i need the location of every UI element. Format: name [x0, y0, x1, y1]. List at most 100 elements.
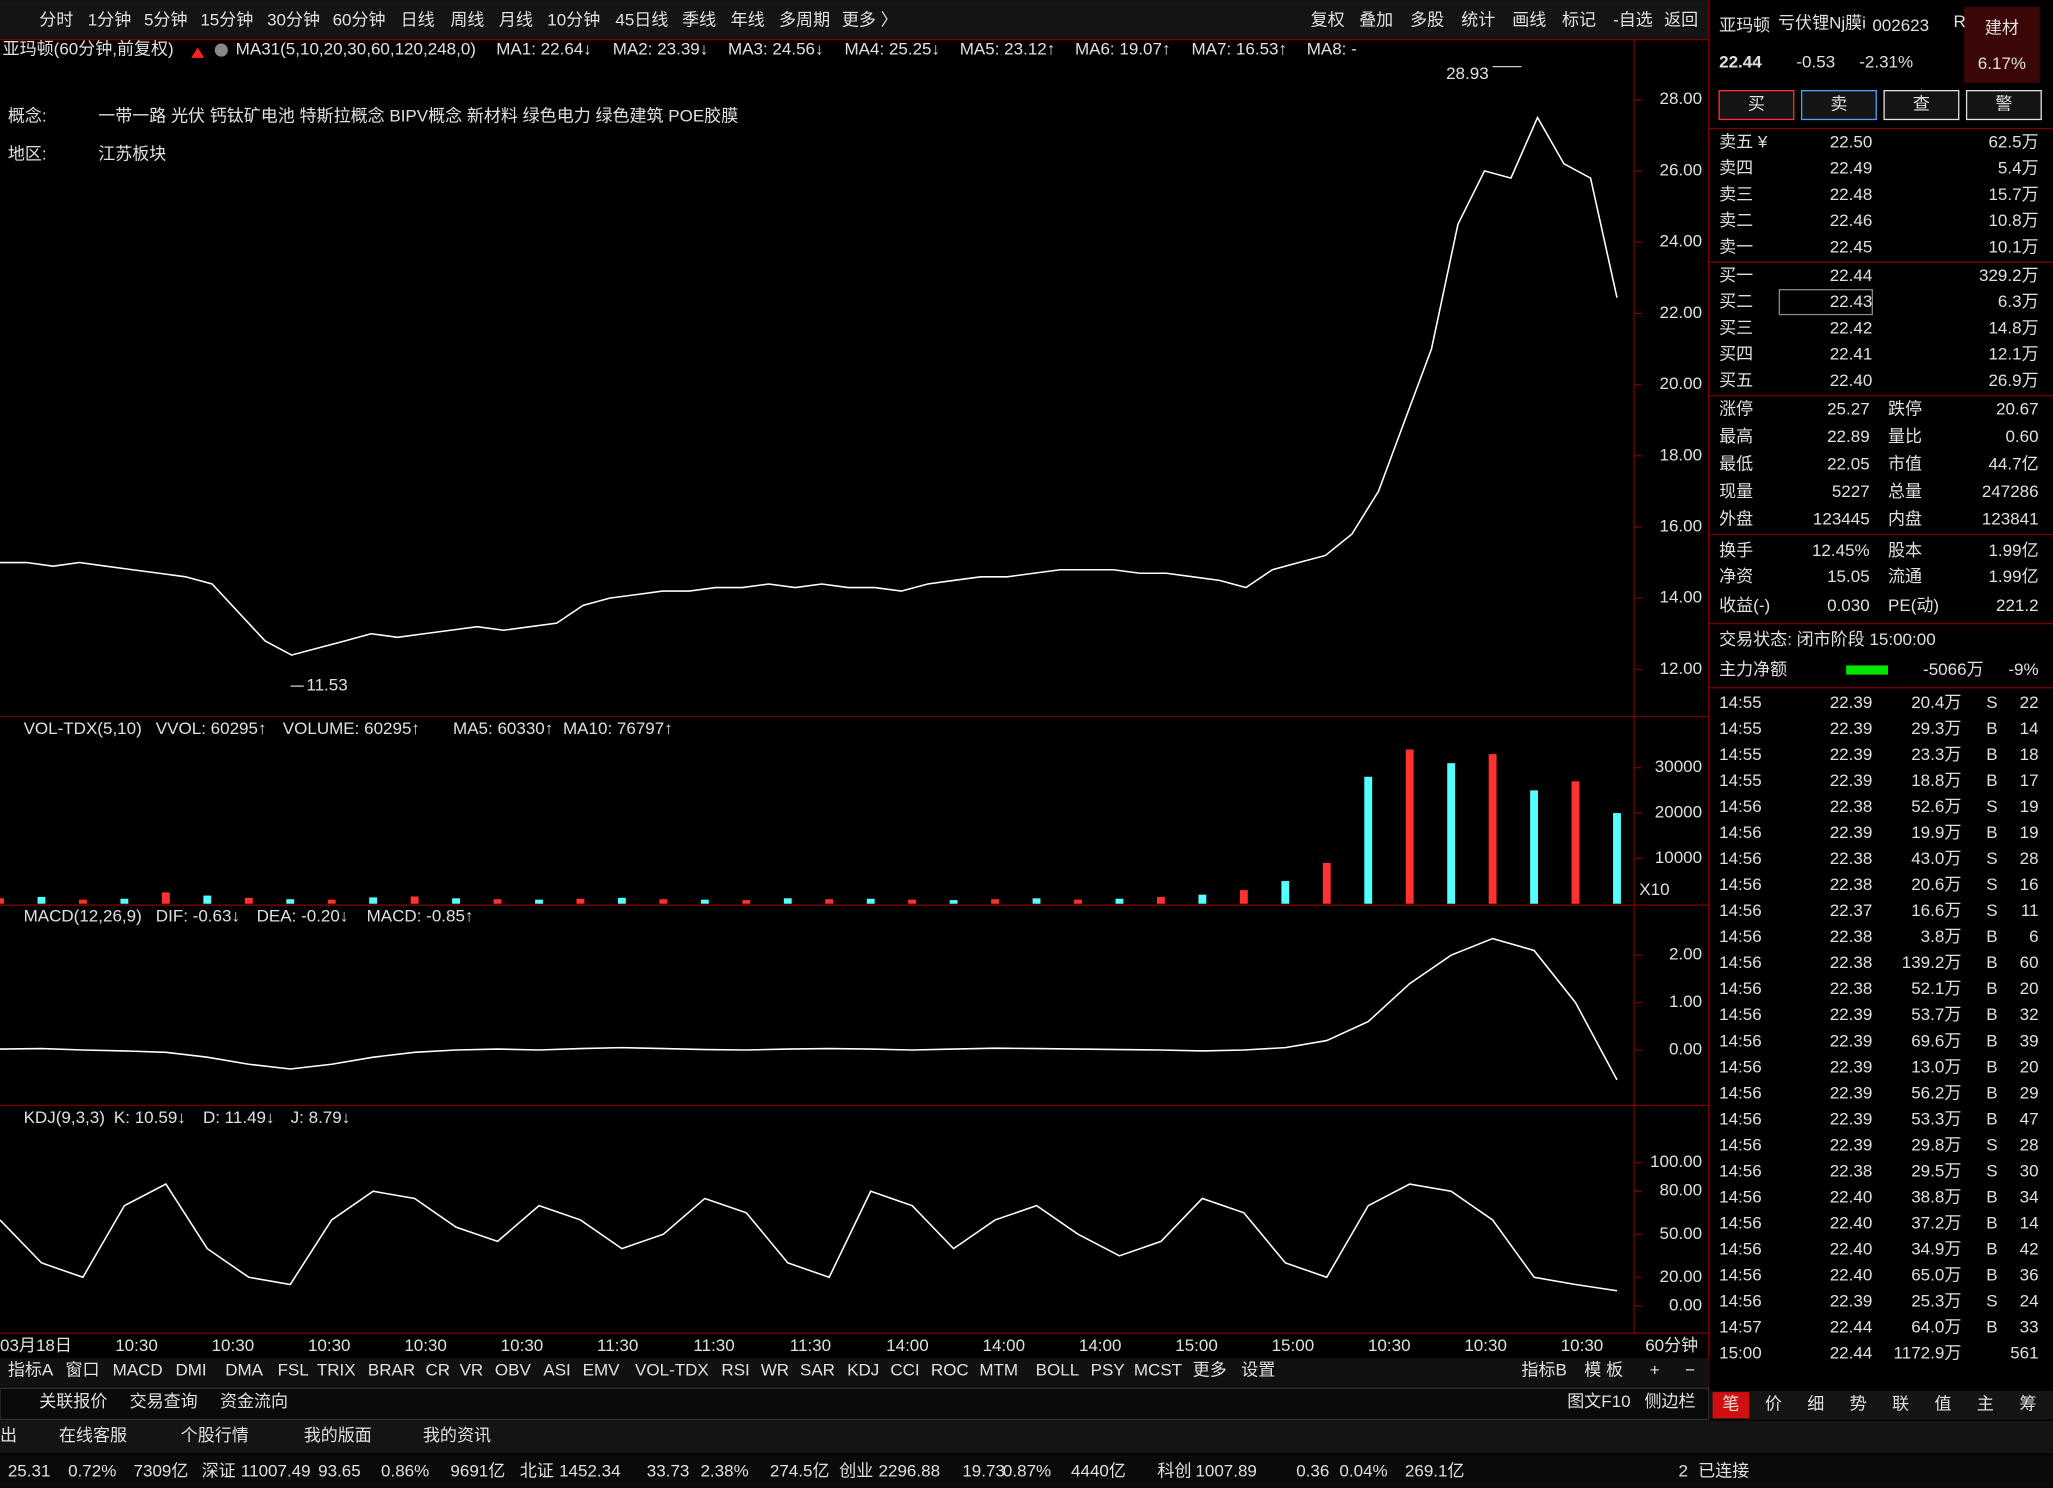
side-tab[interactable]: 筹: [2019, 1395, 2036, 1414]
volume-bar: [1447, 763, 1456, 904]
toolbar-action[interactable]: 多股: [1410, 11, 1444, 30]
indicator-tab[interactable]: 指标B: [1521, 1361, 1566, 1380]
bar-link[interactable]: 交易查询: [130, 1392, 198, 1411]
trade-button[interactable]: [1883, 89, 1960, 121]
service-link[interactable]: 我的资讯: [423, 1426, 491, 1445]
indicator-tab[interactable]: KDJ: [847, 1361, 879, 1380]
x-tick-label: 10:30: [212, 1336, 255, 1355]
dif-line: [0, 937, 1618, 1081]
indicator-tab[interactable]: DMA: [225, 1361, 263, 1380]
toolbar-action[interactable]: -自选: [1613, 11, 1653, 30]
indicator-tab[interactable]: PSY: [1091, 1361, 1125, 1380]
service-link[interactable]: 我的版面: [304, 1426, 372, 1445]
service-link[interactable]: 在线客服: [59, 1426, 127, 1445]
indicator-tab[interactable]: EMV: [583, 1361, 621, 1380]
side-tab[interactable]: 值: [1935, 1395, 1952, 1414]
indicator-tab[interactable]: MACD: [113, 1361, 163, 1380]
period-tab[interactable]: 日线: [401, 11, 435, 30]
indicator-tab[interactable]: BRAR: [368, 1361, 415, 1380]
indicator-tab[interactable]: 模 板: [1584, 1361, 1623, 1380]
toolbar-action[interactable]: 统计: [1461, 11, 1495, 30]
indicator-tab[interactable]: ROC: [931, 1361, 969, 1380]
service-link[interactable]: 个股行情: [181, 1426, 249, 1445]
indicator-tab[interactable]: MTM: [979, 1361, 1018, 1380]
indicator-tab[interactable]: DMI: [175, 1361, 206, 1380]
volume-bar: [659, 899, 668, 904]
indicator-tab[interactable]: VR: [460, 1361, 484, 1380]
indicator-tab[interactable]: SAR: [800, 1361, 835, 1380]
toolbar-action[interactable]: 画线: [1512, 11, 1546, 30]
volume-bar: [161, 892, 170, 904]
trade-amount: 20.6万: [1911, 875, 1961, 894]
period-tab[interactable]: 30分钟: [267, 11, 320, 30]
trade-button[interactable]: [1800, 89, 1877, 121]
trade-time: 14:56: [1719, 1266, 1762, 1285]
indicator-tab[interactable]: CR: [426, 1361, 451, 1380]
toolbar-action[interactable]: 复权: [1311, 11, 1345, 30]
indicator-tab[interactable]: FSL: [278, 1361, 309, 1380]
indicator-tab[interactable]: 更多: [1193, 1361, 1227, 1380]
side-tab[interactable]: 细: [1807, 1395, 1824, 1414]
indicator-tab[interactable]: VOL-TDX: [635, 1361, 709, 1380]
trade-count: 17: [2020, 771, 2039, 790]
toolbar-action[interactable]: 叠加: [1359, 11, 1393, 30]
ma-readout: MA6: 19.07↑: [1075, 40, 1171, 59]
side-tab[interactable]: 笔: [1722, 1395, 1739, 1414]
side-tab[interactable]: 势: [1850, 1395, 1867, 1414]
period-tab[interactable]: 年线: [731, 11, 765, 30]
indicator-tab[interactable]: MCST: [1134, 1361, 1182, 1380]
period-tab[interactable]: 45日线: [615, 11, 668, 30]
trade-count: 29: [2020, 1083, 2039, 1102]
volume-bar: [742, 900, 751, 904]
stat-value: 20.67: [1996, 400, 2039, 419]
indicator-tab[interactable]: ASI: [543, 1361, 570, 1380]
indicator-tab[interactable]: RSI: [721, 1361, 749, 1380]
indicator-tab[interactable]: TRIX: [317, 1361, 356, 1380]
y-tick-label: 12.00: [1660, 659, 1703, 678]
side-tab[interactable]: 联: [1892, 1395, 1909, 1414]
side-tab[interactable]: 价: [1765, 1395, 1782, 1414]
trade-side: B: [1986, 1109, 1997, 1128]
bar-link[interactable]: 资金流向: [220, 1392, 288, 1411]
concepts: 一带一路 光伏 钙钛矿电池 特斯拉概念 BIPV概念 新材料 绿色电力 绿色建筑…: [98, 105, 738, 125]
period-tab[interactable]: 15分钟: [200, 11, 253, 30]
indicator-tab[interactable]: +: [1650, 1361, 1660, 1380]
period-tab[interactable]: 1分钟: [88, 11, 131, 30]
indicator-tab[interactable]: 窗口: [65, 1361, 99, 1380]
trade-amount: 64.0万: [1911, 1318, 1961, 1337]
toolbar-action[interactable]: 返回: [1664, 11, 1698, 30]
bar-link[interactable]: 图文F10: [1567, 1392, 1630, 1411]
indicator-tab[interactable]: 设置: [1241, 1361, 1275, 1380]
active-tab: [1712, 1392, 1750, 1419]
bar-link[interactable]: 关联报价: [39, 1392, 107, 1411]
stat-label: 最高: [1719, 427, 1753, 446]
stat-label: 换手: [1719, 541, 1753, 560]
side-tab[interactable]: 主: [1977, 1395, 1994, 1414]
indicator-tab[interactable]: BOLL: [1036, 1361, 1080, 1380]
period-tab[interactable]: 月线: [499, 11, 533, 30]
period-tab[interactable]: 多周期: [779, 11, 830, 30]
trade-button[interactable]: [1965, 89, 2042, 121]
indicator-tab[interactable]: WR: [761, 1361, 789, 1380]
trade-button[interactable]: [1718, 89, 1795, 121]
book-label: 买一: [1719, 266, 1753, 285]
period-tab[interactable]: 周线: [450, 11, 484, 30]
trade-count: 24: [2020, 1292, 2039, 1311]
period-tab[interactable]: 季线: [682, 11, 716, 30]
bar-link[interactable]: 侧边栏: [1644, 1392, 1695, 1411]
trade-price: 22.39: [1830, 745, 1873, 764]
indicator-tab[interactable]: −: [1685, 1361, 1695, 1380]
period-tab[interactable]: 5分钟: [144, 11, 188, 30]
trade-amount: 29.8万: [1911, 1135, 1961, 1154]
indicator-tab[interactable]: CCI: [890, 1361, 919, 1380]
period-tab[interactable]: 60分钟: [333, 11, 386, 30]
period-tab[interactable]: 10分钟: [547, 11, 600, 30]
volume-bar: [1322, 862, 1331, 904]
indicator-tab[interactable]: 指标A: [8, 1361, 54, 1380]
ma-readout: MA1: 22.64↓: [496, 40, 592, 59]
trade-amount: 56.2万: [1911, 1083, 1961, 1102]
toolbar-action[interactable]: 标记: [1562, 11, 1596, 30]
period-tab[interactable]: 更多 〉: [842, 11, 898, 30]
period-tab[interactable]: 分时: [39, 11, 73, 30]
indicator-tab[interactable]: OBV: [495, 1361, 532, 1380]
